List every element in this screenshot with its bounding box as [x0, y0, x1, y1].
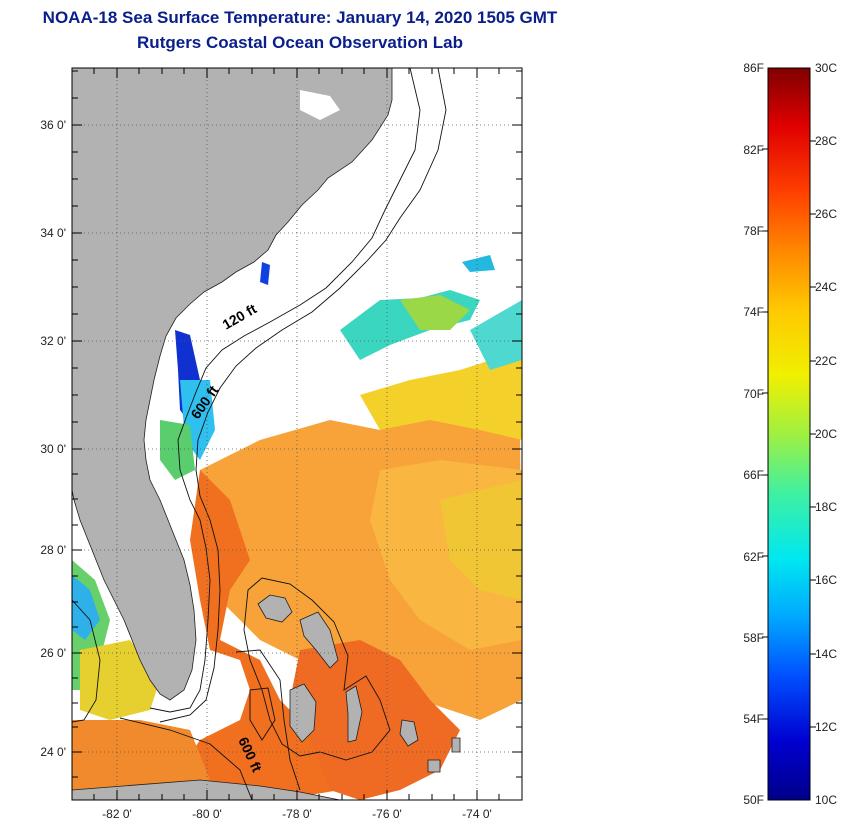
lon-label-74: -74 0': [462, 807, 492, 821]
sst-teal-patch: [462, 255, 495, 272]
sst-cyan-patch-2: [470, 300, 522, 370]
bahamas-eleuthera: [345, 685, 363, 743]
lon-label-76: -76 0': [372, 807, 402, 821]
cb-c-label-16: 16C: [815, 573, 837, 587]
cb-f-label-58: 58F: [743, 631, 764, 645]
bahamas-grand-island: [257, 594, 293, 623]
lat-label-32: 32 0': [40, 334, 66, 348]
latitude-labels: 36 0' 34 0' 32 0' 30 0' 28 0' 26 0' 24 0…: [40, 118, 66, 759]
contour-120ft: [149, 68, 421, 713]
sst-yellow-e: [440, 480, 522, 600]
graticule: [72, 68, 522, 800]
contour-600ft: [159, 68, 447, 723]
cb-f-label-62: 62F: [743, 550, 764, 564]
land-layer: [72, 68, 461, 800]
lat-label-28: 28 0': [40, 543, 66, 557]
cb-f-label-66: 66F: [743, 468, 764, 482]
bahamas-island-small-3: [427, 759, 441, 773]
sst-green-patch-1: [400, 295, 470, 330]
lat-label-30: 30 0': [40, 442, 66, 456]
contour-inner-bank: [249, 687, 276, 741]
lon-label-82: -82 0': [102, 807, 132, 821]
sst-deep-orange-south: [290, 640, 460, 800]
bathymetry-contours: [72, 68, 447, 800]
cb-c-label-28: 28C: [815, 134, 837, 148]
lat-label-36: 36 0': [40, 118, 66, 132]
us-east-coast-land: [72, 68, 393, 701]
cb-f-label-74: 74F: [743, 305, 764, 319]
contour-west-florida-shelf: [72, 599, 101, 723]
bahamas-island-small-2: [451, 737, 461, 753]
sst-west-florida-cyan: [72, 575, 100, 640]
bahamas-andros: [289, 683, 317, 743]
colorbar: 86F 82F 78F 74F 70F 66F 62F 58F 54F 50F …: [743, 61, 837, 807]
colorbar-scale: [767, 67, 811, 801]
colorbar-celsius-labels: 30C 28C 26C 24C 22C 20C 18C 16C 14C 12C …: [815, 61, 837, 807]
cb-f-label-70: 70F: [743, 387, 764, 401]
lat-label-24: 24 0': [40, 745, 66, 759]
bahamas-abaco: [299, 611, 339, 669]
lat-label-34: 34 0': [40, 226, 66, 240]
cb-c-label-26: 26C: [815, 207, 837, 221]
cb-c-label-20: 20C: [815, 427, 837, 441]
cb-f-label-78: 78F: [743, 224, 764, 238]
cb-c-label-24: 24C: [815, 280, 837, 294]
cb-c-label-14: 14C: [815, 647, 837, 661]
cb-c-label-12: 12C: [815, 720, 837, 734]
lon-label-80: -80 0': [192, 807, 222, 821]
contour-bahamas-bank: [243, 577, 391, 761]
bahamas-island-small-1: [399, 719, 419, 747]
contour-bahamas-west: [235, 649, 301, 791]
cb-f-label-86: 86F: [743, 61, 764, 75]
cb-c-label-18: 18C: [815, 500, 837, 514]
sst-nc-blue-spot: [260, 262, 270, 285]
sst-florida-atlantic-green: [160, 420, 195, 480]
nc-outer-banks-sound: [300, 90, 340, 120]
lat-label-26: 26 0': [40, 646, 66, 660]
map-subtitle: Rutgers Coastal Ocean Observation Lab: [137, 33, 463, 52]
sst-yellow-ne: [360, 350, 522, 440]
sst-data-layer: [72, 255, 522, 800]
sst-florida-keys-orange: [72, 720, 210, 800]
cb-c-label-30: 30C: [815, 61, 837, 75]
sst-deep-orange-gulfstream: [180, 470, 340, 800]
longitude-labels: -82 0' -80 0' -78 0' -76 0' -74 0': [102, 807, 492, 821]
cb-c-label-22: 22C: [815, 354, 837, 368]
lon-label-78: -78 0': [282, 807, 312, 821]
map-title: NOAA-18 Sea Surface Temperature: January…: [42, 8, 558, 27]
contour-florida-straits: [119, 717, 253, 800]
cb-c-label-10: 10C: [815, 793, 837, 807]
cb-f-label-54: 54F: [743, 712, 764, 726]
map-panel: 120 ft 600 ft 600 ft: [72, 68, 522, 800]
colorbar-ticks: [762, 140, 816, 728]
frame-ticks: [72, 68, 522, 800]
cb-f-label-50: 50F: [743, 793, 764, 807]
colorbar-fahrenheit-labels: 86F 82F 78F 74F 70F 66F 62F 58F 54F 50F: [743, 61, 764, 807]
cb-f-label-82: 82F: [743, 143, 764, 157]
